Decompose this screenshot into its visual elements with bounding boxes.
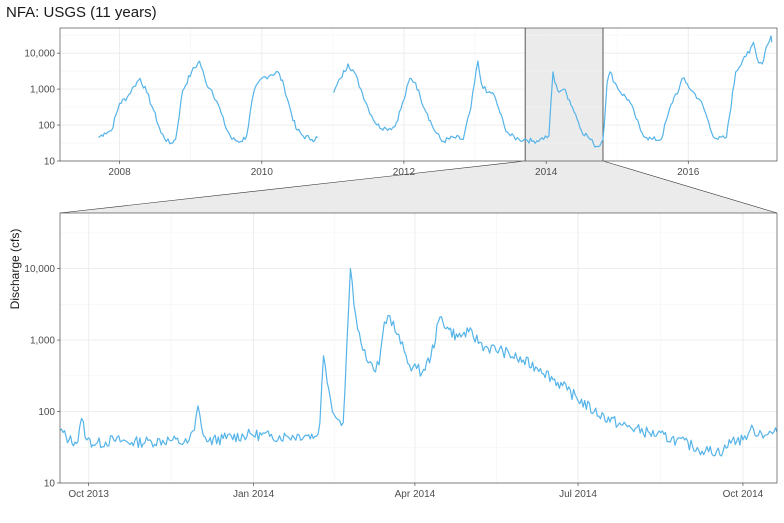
overview-ticks: 10 100 1,000 10,000 2008 2010 2012 2014 2016 — [24, 49, 699, 178]
detail-panel: 10 100 1,000 10,000 Oct 2013 Jan 2014 Apr 2014… — [24, 212, 778, 500]
ov-x-tick-label: 2012 — [393, 167, 416, 178]
chart-title: NFA: USGS (11 years) — [6, 4, 157, 21]
overview-plot-background — [60, 28, 777, 161]
dt-y-tick-label: 100 — [38, 407, 55, 418]
detail-plot-background — [60, 213, 777, 483]
dt-x-tick-label: Jul 2014 — [559, 489, 597, 500]
ov-y-tick-label: 100 — [38, 121, 55, 132]
dt-y-tick-label: 10 — [44, 479, 56, 490]
overview-discharge-line — [98, 35, 773, 148]
dt-y-tick-label: 1,000 — [30, 336, 55, 347]
dt-x-tick-label: Oct 2014 — [723, 489, 764, 500]
ov-x-tick-label: 2014 — [535, 167, 558, 178]
detail-panel-border — [59, 212, 778, 484]
dt-x-tick-label: Oct 2013 — [68, 489, 109, 500]
ov-y-tick-label: 1,000 — [30, 85, 55, 96]
overview-gridlines — [60, 28, 777, 162]
ov-y-tick-label: 10,000 — [24, 49, 55, 60]
ov-x-tick-label: 2010 — [251, 167, 274, 178]
overview-panel-border — [59, 27, 778, 162]
ov-y-tick-label: 10 — [44, 157, 56, 168]
dt-y-tick-label: 10,000 — [24, 264, 55, 275]
zoom-connector-left — [59, 160, 526, 214]
dt-x-tick-label: Jan 2014 — [233, 489, 275, 500]
dt-x-tick-label: Apr 2014 — [395, 489, 436, 500]
zoom-connector-wedge — [60, 161, 777, 213]
ov-x-tick-label: 2008 — [108, 167, 131, 178]
zoom-connector-right — [602, 160, 778, 214]
overview-panel: 10 100 1,000 10,000 2008 2010 2012 2014 2016 — [24, 27, 778, 178]
detail-discharge-line — [59, 268, 778, 457]
ov-x-tick-label: 2016 — [677, 167, 700, 178]
detail-ticks: 10 100 1,000 10,000 Oct 2013 Jan 2014 Apr 2014… — [24, 264, 763, 500]
